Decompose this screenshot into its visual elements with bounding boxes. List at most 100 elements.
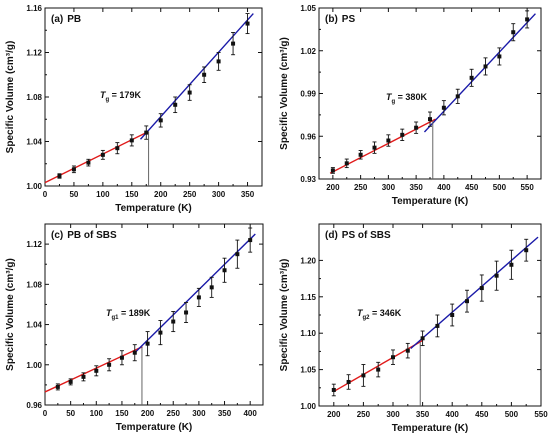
fit-line-rubbery — [423, 13, 536, 133]
y-axis-title: Specific Volume (cm³/g) — [5, 41, 16, 154]
point-marker — [115, 146, 120, 151]
transition-subscript: g1 — [112, 315, 120, 321]
point-marker — [158, 330, 163, 335]
x-tick-label: 300 — [212, 190, 226, 199]
point-marker — [132, 350, 137, 355]
y-tick-label: 1.05 — [300, 366, 316, 375]
y-tick-label: 1.12 — [26, 49, 42, 58]
x-tick-label: 350 — [241, 190, 255, 199]
data-point — [511, 23, 516, 42]
point-marker — [346, 379, 351, 384]
point-marker — [372, 145, 377, 150]
x-tick-label: 450 — [475, 410, 489, 419]
point-marker — [441, 105, 446, 110]
data-point — [173, 96, 178, 114]
x-tick-label: 300 — [386, 410, 400, 419]
x-tick-label: 200 — [141, 409, 155, 418]
data-point — [414, 121, 419, 134]
transition-value: = 189K — [119, 308, 151, 318]
transition-label: Tg1 = 189K — [106, 308, 151, 321]
panel-label: (d) PS of SBS — [325, 230, 391, 241]
y-tick-label: 1.04 — [26, 321, 42, 330]
y-axis-title: Specific Volume (cm³/g) — [279, 259, 290, 372]
panel-title: PS of SBS — [342, 230, 391, 241]
data-point — [361, 364, 366, 387]
point-marker — [420, 336, 425, 341]
x-tick-label: 250 — [167, 409, 181, 418]
point-marker — [55, 384, 60, 389]
point-marker — [344, 161, 349, 166]
data-point — [71, 165, 76, 174]
x-tick-label: 250 — [183, 190, 197, 199]
point-marker — [479, 286, 484, 291]
data-point — [81, 372, 86, 382]
point-marker — [358, 152, 363, 157]
panel-letter: (d) — [325, 230, 338, 241]
x-tick-label: 100 — [96, 190, 110, 199]
transition-symbol: T — [100, 90, 107, 100]
x-tick-label: 500 — [493, 183, 507, 192]
point-marker — [216, 59, 221, 64]
data-point — [129, 134, 134, 147]
point-marker — [196, 295, 201, 300]
data-point — [94, 365, 99, 377]
x-tick-label: 550 — [520, 183, 534, 192]
plot-frame — [318, 223, 542, 407]
panel-label: (c) PB of SBS — [51, 230, 117, 241]
plot-frame — [44, 7, 263, 187]
data-point — [184, 301, 189, 323]
point-marker — [525, 17, 530, 22]
y-tick-label: 1.04 — [26, 138, 42, 147]
y-tick-label: 1.15 — [300, 293, 316, 302]
point-marker — [435, 323, 440, 328]
y-tick-label: 1.00 — [26, 182, 42, 191]
point-marker — [455, 94, 460, 99]
y-tick-label: 1.10 — [300, 329, 316, 338]
data-point — [196, 287, 201, 307]
chart-panel-4: 200 250 300 350 400 450 500 550 1.00 1.05 1.10 1.15… — [279, 223, 548, 434]
y-tick-label: 1.08 — [26, 280, 42, 289]
transition-value: = 179K — [109, 90, 141, 100]
data-point — [344, 158, 349, 169]
point-marker — [68, 379, 73, 384]
data-point — [372, 141, 377, 154]
panel-title: PB of SBS — [67, 230, 117, 241]
x-tick-label: 350 — [416, 410, 430, 419]
data-point — [524, 238, 529, 262]
data-point — [100, 149, 105, 160]
point-marker — [202, 72, 207, 77]
x-tick-label: 0 — [43, 409, 48, 418]
point-marker — [248, 238, 253, 243]
transition-label: Tg2 = 346K — [357, 308, 402, 321]
data-point — [216, 52, 221, 71]
point-marker — [245, 21, 250, 26]
data-point — [231, 32, 236, 56]
panel-label: (a) PB — [51, 14, 81, 25]
data-point — [509, 249, 514, 280]
x-tick-label: 200 — [327, 410, 341, 419]
x-tick-label: 300 — [382, 183, 396, 192]
point-marker — [231, 41, 236, 46]
point-marker — [184, 310, 189, 315]
data-point — [376, 361, 381, 378]
point-marker — [465, 299, 469, 304]
y-tick-label: 0.99 — [300, 90, 316, 99]
transition-subscript: g — [392, 99, 396, 105]
data-point — [235, 239, 240, 269]
point-marker — [81, 374, 86, 379]
data-point — [107, 358, 112, 372]
data-point — [57, 173, 62, 179]
point-marker — [235, 252, 240, 257]
y-tick-label: 1.05 — [300, 4, 316, 13]
data-point — [386, 134, 391, 147]
plot-frame — [318, 7, 542, 180]
point-marker — [330, 168, 335, 173]
y-tick-label: 1.00 — [300, 402, 316, 411]
point-marker — [158, 118, 163, 123]
fit-line-rubbery — [134, 233, 256, 354]
point-marker — [145, 341, 150, 346]
point-marker — [331, 387, 336, 392]
panel-letter: (a) — [51, 14, 63, 25]
transition-symbol: T — [106, 308, 113, 318]
y-axis-title: Specific Volume (cm³/g) — [5, 258, 16, 371]
